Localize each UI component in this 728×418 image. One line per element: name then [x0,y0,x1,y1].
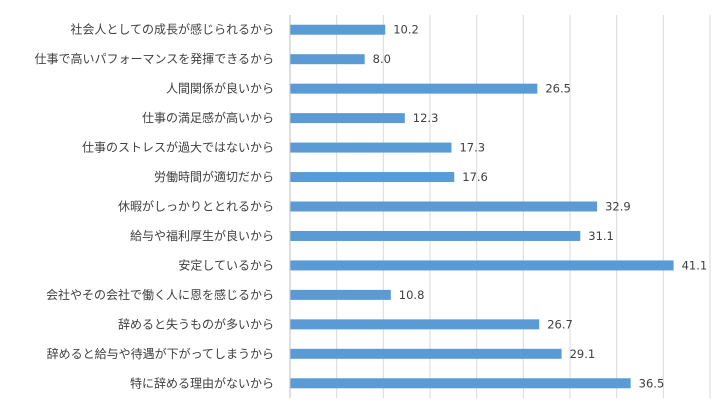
value-label: 36.5 [639,376,665,390]
bar [290,319,540,330]
category-label: 会社やその会社で働く人に恩を感じるから [46,287,274,302]
value-label: 29.1 [570,347,596,361]
value-label: 32.9 [605,200,631,214]
category-label: 給与や福利厚生が良いから [130,228,274,243]
value-label: 8.0 [373,52,391,66]
category-label: 休暇がしっかりととれるから [118,199,274,214]
bars [290,24,674,389]
category-label: 仕事のストレスが過大ではないから [82,140,274,155]
bar [290,348,562,359]
value-label: 26.7 [547,317,573,331]
value-label: 31.1 [588,229,614,243]
category-labels: 社会人としての成長が感じられるから仕事で高いパフォーマンスを発揮できるから人間関… [34,22,274,391]
category-label: 社会人としての成長が感じられるから [70,22,274,37]
category-label: 辞めると給与や待遇が下がってしまうから [47,346,274,361]
value-label: 10.8 [399,288,425,302]
bar [290,142,452,153]
category-label: 仕事で高いパフォーマンスを発揮できるから [34,51,274,66]
value-label: 17.6 [462,170,488,184]
value-labels: 10.2 8.0 26.5 12.3 17.3 17.6 32.9 31.1 41.1 10.8 2… [373,23,708,391]
category-label: 人間関係が良いから [166,81,274,96]
value-label: 41.1 [682,258,708,272]
bar [290,113,405,124]
category-label: 辞めると失うものが多いから [118,316,274,331]
bar [290,201,598,212]
value-label: 26.5 [545,82,571,96]
bar [290,54,365,65]
bar [290,83,538,94]
value-label: 10.2 [393,23,419,37]
category-label: 労働時間が適切だから [154,169,274,184]
bar [290,260,674,271]
value-label: 12.3 [413,111,439,125]
category-label: 仕事の満足感が高いから [142,110,274,125]
bar [290,289,391,300]
category-label: 特に辞める理由がないから [130,375,274,390]
bar [290,378,631,389]
bar [290,24,386,35]
category-label: 安定しているから [178,257,274,272]
bar [290,172,455,183]
bar [290,230,581,241]
value-label: 17.3 [459,141,485,155]
